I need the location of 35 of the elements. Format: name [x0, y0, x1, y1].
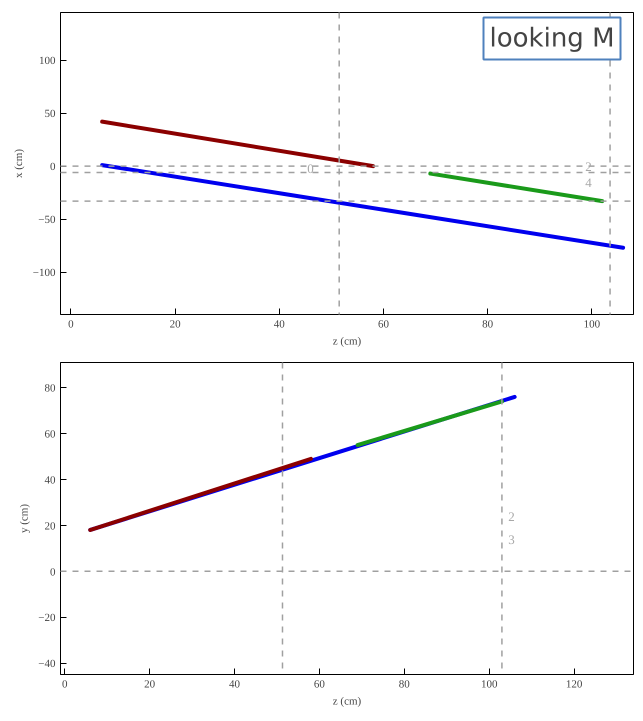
- annotation: 2: [585, 159, 592, 174]
- x-axis-title: z (cm): [332, 696, 362, 708]
- x-tick-label: 80: [398, 678, 410, 690]
- y-tick-label: 0: [50, 161, 56, 174]
- x-tick-label: 40: [229, 678, 241, 690]
- annotation: 0: [307, 161, 314, 176]
- y-tick-label: 50: [44, 108, 56, 120]
- x-tick-label: 60: [314, 678, 326, 690]
- x-tick-label: 20: [170, 318, 182, 330]
- y-tick-label: 100: [39, 55, 56, 68]
- x-tick-label: 20: [144, 678, 156, 690]
- y-tick-label: 40: [44, 474, 56, 486]
- y-axis-title: x (cm): [12, 148, 25, 178]
- annotation: 3: [508, 532, 515, 547]
- x-tick-label: 60: [378, 318, 390, 330]
- y-axis-title: y (cm): [18, 504, 30, 534]
- x-axis-title: z (cm): [332, 336, 362, 348]
- x-tick-label: 40: [274, 318, 286, 330]
- x-tick-label: 0: [62, 678, 68, 690]
- y-tick-label: 80: [44, 382, 56, 395]
- y-tick-label: −100: [32, 267, 56, 280]
- y-tick-label: −50: [38, 214, 56, 226]
- y-tick-label: −40: [38, 658, 56, 670]
- annotation: looking M: [490, 24, 614, 54]
- y-tick-label: −20: [38, 612, 56, 624]
- x-tick-label: 120: [566, 678, 583, 690]
- x-tick-label: 100: [480, 678, 498, 690]
- y-tick-label: 60: [44, 428, 56, 441]
- x-tick-label: 80: [482, 318, 494, 330]
- x-tick-label: 100: [584, 318, 601, 330]
- annotation: 2: [508, 509, 515, 524]
- x-tick-label: 0: [68, 318, 74, 330]
- y-tick-label: 20: [44, 520, 56, 532]
- annotation: 4: [585, 175, 592, 190]
- y-tick-label: 0: [50, 566, 56, 578]
